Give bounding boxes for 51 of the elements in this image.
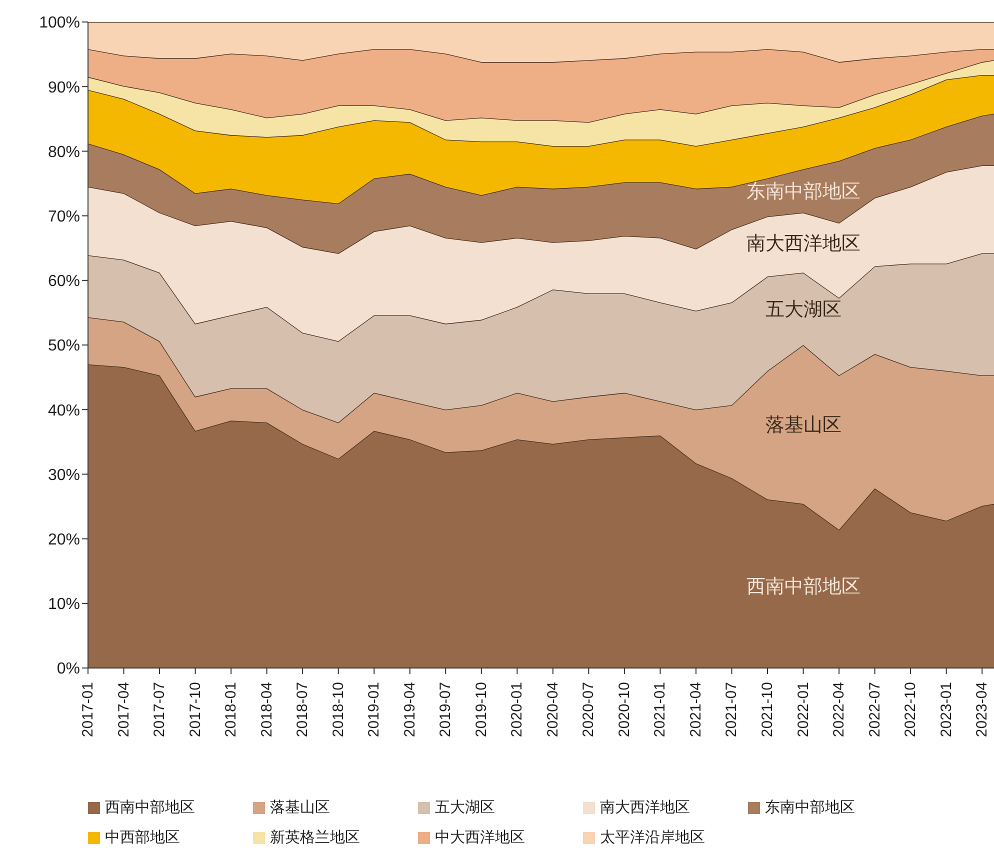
legend-label: 东南中部地区	[765, 798, 855, 818]
x-tick-label: 2017-07	[151, 682, 168, 738]
annotation: 落基山区	[765, 415, 842, 436]
legend-label: 落基山区	[270, 798, 330, 818]
x-tick-label: 2023-01	[938, 682, 955, 738]
x-tick-label: 2018-01	[222, 682, 240, 738]
x-tick-label: 2018-07	[294, 682, 312, 738]
y-tick-label: 100%	[39, 14, 80, 32]
x-tick-label: 2020-07	[580, 682, 598, 738]
x-tick-label: 2018-04	[258, 682, 276, 738]
x-tick-label: 2021-10	[759, 682, 776, 738]
annotation: 西南中部地区	[746, 576, 860, 598]
legend-label: 西南中部地区	[105, 798, 195, 818]
y-tick-label: 40%	[48, 402, 80, 420]
annotation: 南大西洋地区	[746, 233, 860, 254]
x-tick-label: 2020-01	[508, 682, 526, 738]
legend-label: 南大西洋地区	[600, 798, 690, 818]
x-tick-label: 2019-07	[437, 682, 454, 738]
x-tick-label: 2023-04	[974, 682, 991, 738]
x-tick-label: 2022-07	[866, 682, 884, 738]
y-tick-label: 80%	[48, 144, 80, 161]
y-tick-label: 10%	[48, 596, 80, 614]
annotation: 东南中部地区	[746, 180, 860, 203]
y-tick-label: 90%	[48, 79, 80, 96]
annotation: 五大湖区	[765, 300, 842, 321]
x-tick-label: 2022-04	[830, 682, 848, 738]
x-tick-label: 2022-10	[902, 682, 920, 738]
x-tick-label: 2018-10	[330, 682, 347, 738]
x-tick-label: 2019-04	[401, 682, 418, 738]
y-tick-label: 70%	[48, 208, 80, 226]
x-tick-label: 2021-04	[687, 682, 704, 738]
x-tick-label: 2020-10	[616, 682, 633, 738]
y-tick-label: 50%	[48, 338, 80, 355]
x-tick-label: 2019-10	[472, 682, 490, 738]
x-tick-label: 2020-04	[544, 682, 562, 738]
y-tick-label: 0%	[56, 660, 80, 678]
x-tick-label: 2017-10	[186, 682, 204, 738]
legend-label: 新英格兰地区	[270, 828, 360, 848]
legend-label: 中西部地区	[105, 828, 180, 848]
legend-label: 中大西洋地区	[435, 828, 525, 848]
y-tick-label: 60%	[48, 273, 80, 290]
x-tick-label: 2017-04	[115, 682, 132, 738]
legend-label: 太平洋沿岸地区	[600, 828, 705, 848]
x-tick-label: 2017-01	[80, 682, 96, 738]
legend-label: 五大湖区	[435, 798, 495, 818]
y-tick-label: 20%	[48, 531, 80, 548]
x-tick-label: 2021-01	[652, 682, 669, 738]
y-tick-label: 30%	[48, 466, 80, 484]
x-tick-label: 2019-01	[366, 682, 383, 738]
x-tick-label: 2021-07	[723, 682, 740, 738]
x-tick-label: 2022-01	[794, 682, 812, 738]
